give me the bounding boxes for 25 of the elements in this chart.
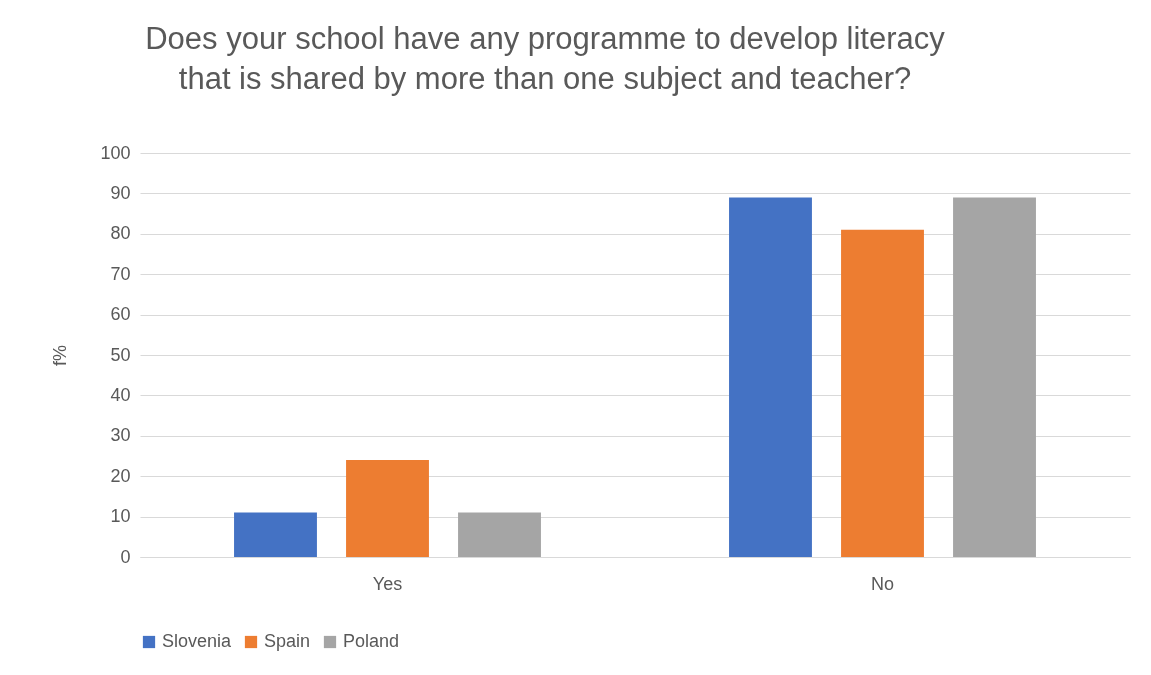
y-tick-label: 30 — [110, 425, 131, 446]
x-tick-label: Yes — [372, 573, 403, 594]
y-tick-label: 70 — [110, 263, 131, 284]
y-tick-label: 0 — [120, 546, 131, 567]
x-tick-label: No — [870, 573, 895, 594]
legend-label: Poland — [343, 631, 400, 651]
bar — [234, 512, 317, 557]
y-axis-title: f% — [50, 344, 71, 367]
y-tick-label: 10 — [110, 506, 131, 527]
bar — [458, 512, 541, 557]
bar — [346, 460, 429, 557]
y-tick-label: 50 — [110, 344, 131, 365]
y-tick-label: 20 — [110, 465, 131, 486]
bar — [841, 229, 924, 557]
text: that is shared by more than one subject and teacher? — [178, 61, 912, 96]
y-tick-label: 80 — [110, 223, 131, 244]
legend-label: Slovenia — [162, 631, 233, 651]
text: Does your school have any programme to develop literacy — [145, 21, 945, 56]
bar — [953, 197, 1036, 557]
y-tick-label: 90 — [110, 182, 131, 203]
legend-label: Spain — [264, 631, 311, 651]
y-tick-label: 60 — [110, 304, 131, 325]
bar — [729, 197, 812, 557]
y-tick-label: 40 — [110, 384, 131, 405]
y-tick-label: 100 — [100, 142, 131, 163]
